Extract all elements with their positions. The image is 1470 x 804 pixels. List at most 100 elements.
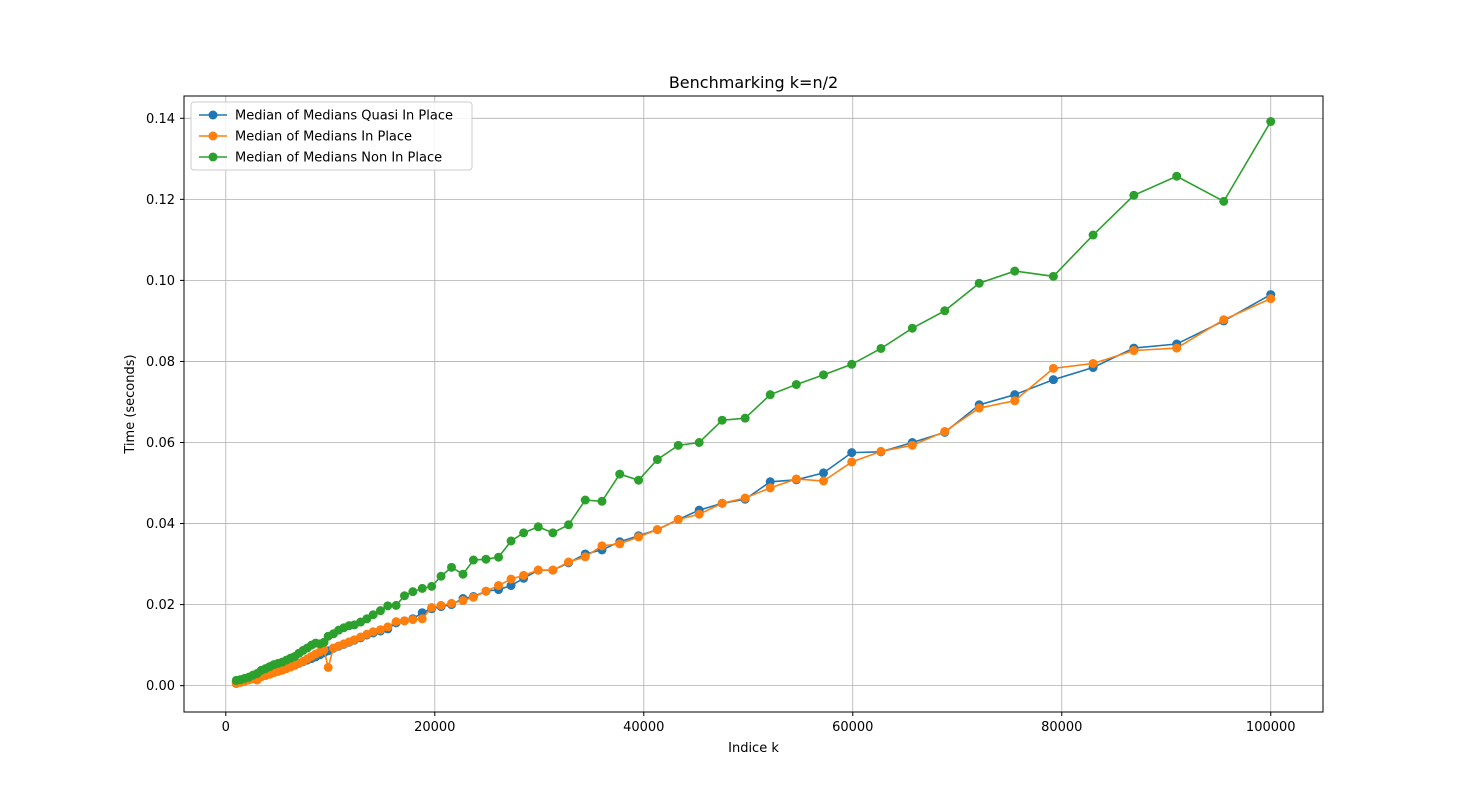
data-point bbox=[506, 536, 516, 546]
grid bbox=[184, 96, 1323, 712]
legend-marker bbox=[208, 131, 218, 141]
data-point bbox=[427, 581, 437, 591]
data-point bbox=[1219, 315, 1229, 325]
data-point bbox=[548, 528, 558, 538]
x-tick-label: 0 bbox=[222, 720, 230, 735]
data-point bbox=[458, 596, 468, 606]
y-tick-label: 0.04 bbox=[146, 517, 175, 532]
data-point bbox=[447, 562, 457, 572]
data-point bbox=[615, 539, 625, 549]
data-point bbox=[717, 415, 727, 425]
data-point bbox=[458, 569, 468, 579]
data-point bbox=[740, 493, 750, 503]
x-tick-label: 80000 bbox=[1041, 720, 1082, 735]
data-point bbox=[974, 278, 984, 288]
series-3 bbox=[231, 117, 1276, 685]
data-point bbox=[519, 528, 529, 538]
data-point bbox=[1129, 346, 1139, 356]
data-point bbox=[399, 616, 409, 626]
data-point bbox=[847, 359, 857, 369]
data-point bbox=[1010, 266, 1020, 276]
y-tick-label: 0.06 bbox=[146, 436, 175, 451]
data-point bbox=[876, 446, 886, 456]
chart-title: Benchmarking k=n/2 bbox=[669, 73, 838, 92]
data-point bbox=[408, 615, 418, 625]
data-point bbox=[652, 455, 662, 465]
data-point bbox=[564, 557, 574, 567]
data-point bbox=[533, 522, 543, 532]
data-point bbox=[533, 565, 543, 575]
data-point bbox=[876, 343, 886, 353]
y-tick-label: 0.14 bbox=[146, 112, 175, 127]
y-tick-label: 0.00 bbox=[146, 679, 175, 694]
data-point bbox=[765, 390, 775, 400]
x-axis-label: Indice k bbox=[728, 741, 779, 756]
data-point bbox=[819, 468, 829, 478]
data-point bbox=[375, 625, 385, 635]
x-tick-label: 60000 bbox=[832, 720, 873, 735]
legend-entry: Median of Medians Non In Place bbox=[199, 151, 442, 166]
data-point bbox=[468, 592, 478, 602]
data-point bbox=[427, 602, 437, 612]
data-point bbox=[694, 509, 704, 519]
plot-series bbox=[231, 117, 1276, 689]
x-tick-label: 20000 bbox=[414, 720, 455, 735]
data-point bbox=[1129, 190, 1139, 200]
data-point bbox=[417, 614, 427, 624]
data-point bbox=[399, 591, 409, 601]
y-tick-label: 0.12 bbox=[146, 193, 175, 208]
data-point bbox=[673, 440, 683, 450]
plot-frame bbox=[183, 95, 1324, 713]
data-point bbox=[819, 370, 829, 380]
y-tick-label: 0.10 bbox=[146, 274, 175, 289]
data-point bbox=[391, 617, 401, 627]
data-point bbox=[1048, 375, 1058, 385]
data-point bbox=[765, 483, 775, 493]
data-point bbox=[323, 662, 333, 672]
data-point bbox=[1048, 271, 1058, 281]
data-point bbox=[383, 622, 393, 632]
y-tick-label: 0.02 bbox=[146, 598, 175, 613]
data-point bbox=[494, 581, 504, 591]
legend-marker bbox=[208, 110, 218, 120]
data-point bbox=[519, 570, 529, 580]
x-tick-label: 40000 bbox=[623, 720, 664, 735]
legend-marker bbox=[208, 152, 218, 162]
y-tick-label: 0.08 bbox=[146, 355, 175, 370]
data-point bbox=[847, 457, 857, 467]
data-point bbox=[1266, 117, 1276, 127]
data-point bbox=[506, 574, 516, 584]
data-point bbox=[652, 525, 662, 535]
legend-entry: Median of Medians In Place bbox=[199, 130, 412, 145]
data-point bbox=[368, 627, 378, 637]
data-point bbox=[673, 515, 683, 524]
legend-label: Median of Medians Quasi In Place bbox=[235, 109, 453, 124]
data-point bbox=[368, 610, 378, 620]
data-point bbox=[907, 323, 917, 333]
data-point bbox=[615, 469, 625, 479]
data-point bbox=[1088, 230, 1098, 240]
data-point bbox=[1010, 396, 1020, 406]
data-point bbox=[597, 496, 607, 506]
data-point bbox=[468, 555, 478, 565]
data-point bbox=[447, 598, 457, 608]
data-point bbox=[847, 448, 857, 458]
x-tick-label: 100000 bbox=[1246, 720, 1296, 735]
data-point bbox=[1172, 171, 1182, 181]
data-point bbox=[907, 440, 917, 450]
data-point bbox=[506, 581, 516, 591]
data-point bbox=[740, 413, 750, 423]
data-point bbox=[436, 600, 446, 610]
legend: Median of Medians Quasi In Place Median o… bbox=[190, 101, 473, 171]
data-point bbox=[791, 474, 801, 484]
data-point bbox=[548, 565, 558, 575]
data-point bbox=[634, 532, 644, 542]
legend-entry: Median of Medians Quasi In Place bbox=[199, 109, 453, 124]
data-point bbox=[391, 600, 401, 610]
data-point bbox=[1048, 363, 1058, 373]
data-point bbox=[1266, 294, 1276, 304]
data-point bbox=[375, 606, 385, 616]
legend-label: Median of Medians In Place bbox=[235, 130, 412, 145]
